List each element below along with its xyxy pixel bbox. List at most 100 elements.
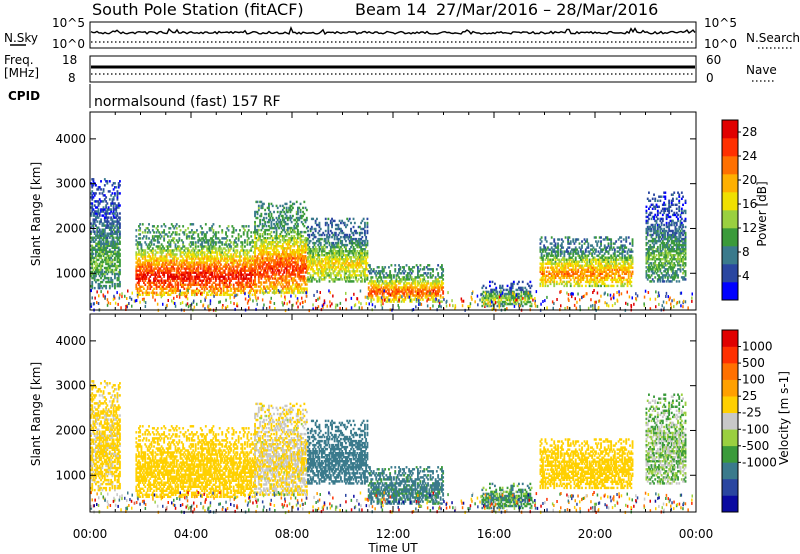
- power-pixel: [300, 255, 303, 258]
- power-pixel: [96, 254, 99, 258]
- power-pixel: [441, 276, 443, 279]
- power-pixel: [285, 269, 288, 272]
- power-pixel: [225, 277, 227, 280]
- power-pixel: [237, 239, 240, 242]
- power-pixel: [270, 247, 273, 250]
- power-pixel: [263, 271, 265, 274]
- power-pixel: [180, 291, 183, 295]
- power-pixel: [158, 261, 161, 264]
- power-pixel: [191, 249, 193, 252]
- power-pixel: [222, 281, 225, 285]
- power-pixel: [112, 204, 115, 207]
- power-pixel: [114, 286, 116, 290]
- power-pixel: [275, 271, 278, 274]
- power-pixel: [307, 280, 309, 283]
- power-pixel: [175, 263, 178, 266]
- power-pixel: [158, 281, 161, 285]
- power-pixel: [261, 273, 264, 276]
- power-pixel: [342, 231, 345, 235]
- power-pixel: [182, 279, 185, 282]
- power-pixel: [280, 226, 283, 230]
- power-pixel: [257, 275, 260, 278]
- power-pixel: [100, 230, 102, 233]
- power-pixel: [386, 284, 389, 287]
- power-heatmap-data: [90, 178, 693, 313]
- power-pixel: [388, 282, 390, 285]
- power-pixel: [196, 269, 198, 272]
- power-pixel: [156, 293, 159, 297]
- power-pixel: [174, 275, 177, 278]
- power-pixel: [270, 212, 273, 216]
- power-pixel: [207, 269, 210, 272]
- power-pixel: [223, 279, 226, 282]
- power-pixel: [221, 257, 224, 260]
- power-pixel: [102, 194, 105, 197]
- power-pixel: [101, 270, 104, 274]
- power-pixel: [308, 235, 311, 239]
- power-pixel: [308, 278, 311, 281]
- power-pixel: [183, 261, 186, 264]
- power-pixel: [143, 249, 145, 252]
- power-pixel: [198, 289, 201, 293]
- power-pixel: [268, 224, 270, 228]
- power-pixel: [340, 235, 342, 239]
- power-pixel: [204, 233, 207, 236]
- power-pixel: [235, 255, 238, 258]
- power-pixel: [247, 285, 250, 289]
- power-pixel: [206, 263, 208, 266]
- power-pixel: [324, 268, 327, 271]
- power-pixel: [155, 291, 158, 295]
- power-pixel: [202, 261, 205, 264]
- power-pixel: [208, 279, 211, 282]
- power-pixel: [270, 267, 273, 270]
- power-pixel: [415, 264, 418, 267]
- power-pixel: [252, 281, 255, 285]
- power-pixel: [110, 208, 113, 211]
- power-pixel: [201, 287, 203, 291]
- power-pixel: [270, 281, 273, 284]
- power-pixel: [199, 251, 202, 254]
- power-pixel: [346, 235, 349, 239]
- power-pixel: [486, 304, 489, 308]
- power-pixel: [105, 262, 108, 266]
- power-pixel: [290, 204, 293, 208]
- power-pixel: [346, 264, 349, 267]
- power-pixel: [115, 254, 118, 258]
- power-pixel: [265, 257, 268, 260]
- power-pixel: [207, 265, 210, 268]
- power-pixel: [340, 252, 342, 255]
- power-pixel: [241, 279, 244, 282]
- power-pixel: [179, 251, 182, 254]
- power-pixel: [507, 302, 510, 306]
- power-pixel: [215, 285, 217, 289]
- power-pixel: [216, 267, 219, 270]
- power-pixel: [389, 282, 392, 285]
- power-pixel: [163, 291, 166, 295]
- power-pixel: [208, 281, 211, 285]
- power-pixel: [348, 239, 351, 243]
- power-pixel: [408, 286, 411, 289]
- power-pixel: [284, 222, 287, 226]
- power-pixel: [143, 275, 145, 278]
- power-pixel: [275, 235, 278, 238]
- power-pixel: [441, 284, 443, 287]
- power-pixel: [245, 253, 248, 256]
- power-pixel: [361, 219, 364, 223]
- power-pixel: [100, 210, 102, 213]
- power-pixel: [302, 261, 304, 264]
- power-pixel: [167, 271, 169, 274]
- power-pixel: [220, 251, 222, 254]
- power-pixel: [191, 271, 193, 274]
- power-pixel: [336, 266, 339, 269]
- power-pixel: [203, 287, 206, 291]
- power-pixel: [174, 273, 177, 276]
- power-pixel: [221, 255, 224, 258]
- power-pixel: [331, 243, 333, 247]
- power-pixel: [215, 249, 217, 252]
- power-pixel: [138, 283, 140, 287]
- power-pixel: [117, 242, 120, 246]
- power-pixel: [167, 249, 169, 252]
- power-pixel: [136, 247, 139, 250]
- power-pixel: [145, 237, 148, 240]
- power-pixel: [141, 255, 144, 258]
